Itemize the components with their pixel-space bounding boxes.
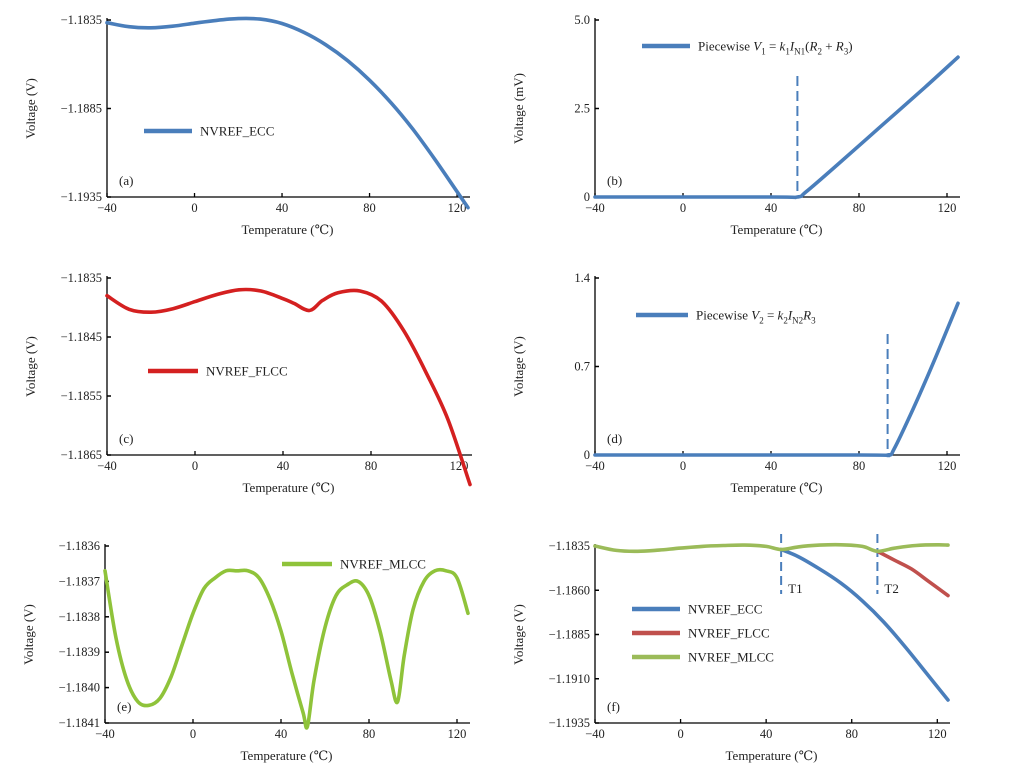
x-tick-label: 40	[276, 201, 289, 215]
y-tick-label: 0	[584, 448, 590, 462]
x-tick-label: 80	[845, 727, 858, 741]
series-line-nvref-ecc	[779, 547, 950, 702]
x-tick-label: 80	[365, 459, 378, 473]
y-tick-label: −1.1835	[61, 13, 102, 27]
y-tick-label: 5.0	[574, 13, 590, 27]
series-line-nvref-flcc	[875, 549, 950, 598]
y-tick-label: −1.1838	[59, 610, 100, 624]
x-tick-label: 0	[192, 459, 198, 473]
legend-label: Piecewise V2 = k2IN2R3	[696, 308, 816, 326]
y-axis-title: Voltage (mV)	[511, 73, 526, 144]
legend-label: NVREF_ECC	[688, 602, 762, 617]
y-axis-title: Voltage (V)	[23, 336, 38, 397]
y-tick-label: −1.1935	[549, 716, 590, 730]
y-axis-title: Voltage (V)	[21, 604, 36, 665]
x-tick-label: 40	[765, 459, 778, 473]
x-tick-label: −40	[97, 201, 117, 215]
legend-label: NVREF_FLCC	[206, 364, 288, 379]
legend-label: NVREF_MLCC	[688, 650, 774, 665]
panel-label: (a)	[119, 173, 133, 188]
x-axis-title: Temperature (℃)	[726, 748, 818, 763]
x-tick-label: −40	[585, 727, 605, 741]
x-axis-title: Temperature (℃)	[243, 480, 335, 495]
y-tick-label: −1.1860	[549, 583, 590, 597]
legend-label: NVREF_ECC	[200, 124, 274, 139]
y-tick-label: −1.1841	[59, 716, 100, 730]
y-tick-label: −1.1885	[549, 628, 590, 642]
x-tick-label: 40	[765, 201, 778, 215]
series-line-piecewise-v1-k1in1-r2-r3-	[593, 55, 960, 200]
annotation-label-t2: T2	[884, 581, 898, 596]
series-line-nvref-ecc	[105, 16, 470, 210]
x-tick-label: 80	[363, 727, 376, 741]
x-tick-label: 0	[191, 201, 197, 215]
panel-label: (d)	[607, 431, 622, 446]
series-line-nvref-flcc	[105, 287, 472, 487]
x-tick-label: 0	[680, 201, 686, 215]
x-tick-label: 0	[680, 459, 686, 473]
panel-label: (b)	[607, 173, 622, 188]
y-tick-label: −1.1835	[549, 539, 590, 553]
legend-label: NVREF_MLCC	[340, 557, 426, 572]
x-tick-label: 120	[448, 201, 467, 215]
y-tick-label: 0	[584, 190, 590, 204]
x-axis-title: Temperature (℃)	[242, 222, 334, 237]
x-tick-label: 80	[853, 201, 866, 215]
x-axis-title: Temperature (℃)	[241, 748, 333, 763]
panel-label: (f)	[607, 699, 620, 714]
y-tick-label: 1.4	[574, 271, 590, 285]
panel-label: (e)	[117, 699, 131, 714]
x-axis-title: Temperature (℃)	[731, 480, 823, 495]
x-tick-label: 40	[277, 459, 290, 473]
annotation-label-t1: T1	[788, 581, 802, 596]
y-tick-label: −1.1865	[61, 448, 102, 462]
y-tick-label: −1.1840	[59, 681, 100, 695]
y-axis-title: Voltage (V)	[511, 336, 526, 397]
y-tick-label: −1.1837	[59, 574, 100, 588]
series-line-piecewise-v2-k2in2r3	[593, 301, 960, 458]
y-tick-label: −1.1935	[61, 190, 102, 204]
y-axis-title: Voltage (V)	[511, 604, 526, 665]
x-tick-label: 120	[928, 727, 947, 741]
y-tick-label: 2.5	[574, 102, 590, 116]
x-tick-label: 80	[853, 459, 866, 473]
x-tick-label: 0	[190, 727, 196, 741]
legend-label: Piecewise V1 = k1IN1(R2 + R3)	[698, 39, 853, 57]
x-tick-label: 120	[938, 459, 957, 473]
series-line-nvref-mlcc	[103, 567, 470, 730]
x-tick-label: 120	[938, 201, 957, 215]
x-tick-label: 40	[275, 727, 288, 741]
y-tick-label: −1.1835	[61, 271, 102, 285]
x-tick-label: 120	[448, 727, 467, 741]
y-tick-label: −1.1845	[61, 330, 102, 344]
series-line-nvref-mlcc	[593, 542, 950, 554]
x-tick-label: 40	[760, 727, 773, 741]
y-axis-title: Voltage (V)	[23, 78, 38, 139]
y-tick-label: −1.1839	[59, 645, 100, 659]
chart-panel-c: −40 0 40 80 120−1.1835−1.1845−1.1855−1.1865T…	[23, 271, 472, 495]
x-tick-label: −40	[97, 459, 117, 473]
chart-panel-e: −40 0 40 80 120 −1.1836 −1.1837 −1.1838 −1.1839 −…	[21, 539, 470, 763]
y-tick-label: −1.1885	[61, 102, 102, 116]
legend-label: NVREF_FLCC	[688, 626, 770, 641]
panel-label: (c)	[119, 431, 133, 446]
chart-panel-f: −40 0 40 80 120 −1.1835 −1.1860 −1.1885 −1.1910 −…	[511, 534, 950, 763]
y-tick-label: −1.1910	[549, 672, 590, 686]
x-tick-label: 80	[363, 201, 376, 215]
x-tick-label: −40	[95, 727, 115, 741]
x-tick-label: −40	[585, 459, 605, 473]
y-tick-label: −1.1855	[61, 389, 102, 403]
x-tick-label: 0	[677, 727, 683, 741]
y-tick-label: −1.1836	[59, 539, 100, 553]
x-axis-title: Temperature (℃)	[731, 222, 823, 237]
chart-panel-a: −40 0 40 80 120 −1.1835 −1.1885 −1.1935 Temperat…	[23, 13, 470, 237]
y-tick-label: 0.7	[574, 360, 590, 374]
x-tick-label: −40	[585, 201, 605, 215]
